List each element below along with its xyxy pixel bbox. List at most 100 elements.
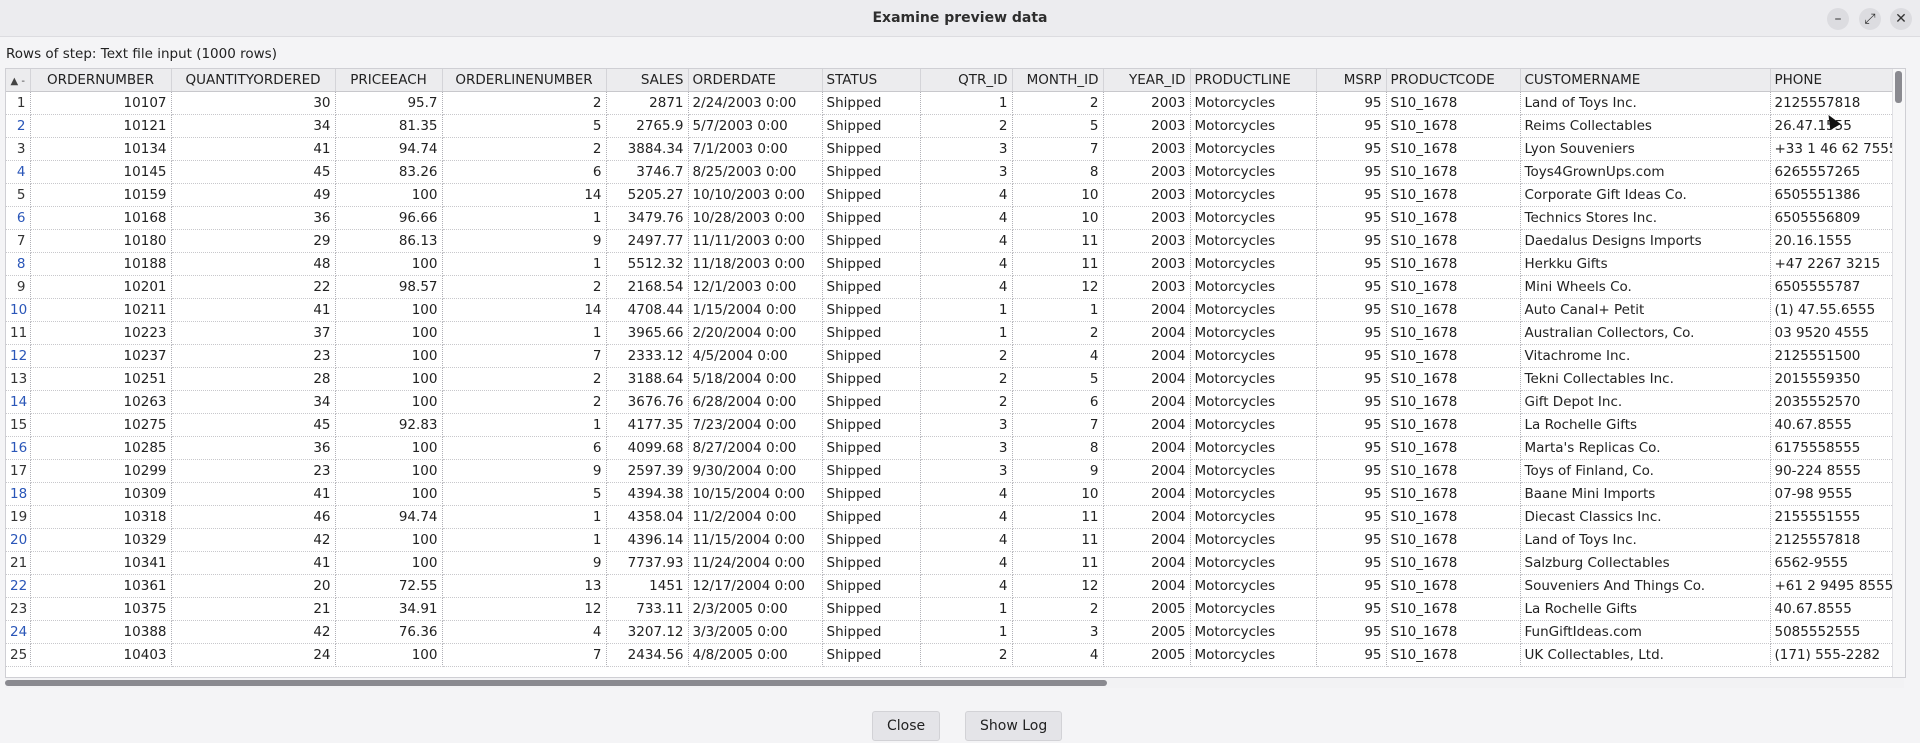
cell-sales[interactable]: 3479.76	[606, 206, 689, 230]
cell-productline[interactable]: Motorcycles	[1190, 344, 1317, 368]
cell-status[interactable]: Shipped	[822, 321, 921, 345]
minimize-icon[interactable]: –	[1827, 8, 1849, 30]
cell-productcode[interactable]: S10_1678	[1386, 114, 1521, 138]
maximize-icon[interactable]: ⤢	[1859, 8, 1881, 30]
cell-productcode[interactable]: S10_1678	[1386, 413, 1521, 437]
cell-quantityordered[interactable]: 41	[171, 551, 336, 575]
cell-customername[interactable]: Land of Toys Inc.	[1520, 91, 1771, 115]
cell-status[interactable]: Shipped	[822, 252, 921, 276]
cell-msrp[interactable]: 95	[1316, 390, 1387, 414]
cell-customername[interactable]: La Rochelle Gifts	[1520, 597, 1771, 621]
cell-orderlinenumber[interactable]: 6	[442, 436, 607, 460]
cell-orderdate[interactable]: 12/1/2003 0:00	[688, 275, 823, 299]
cell-customername[interactable]: Gift Depot Inc.	[1520, 390, 1771, 414]
cell-qtr_id[interactable]: 4	[920, 551, 1013, 575]
cell-msrp[interactable]: 95	[1316, 137, 1387, 161]
cell-qtr_id[interactable]: 4	[920, 574, 1013, 598]
cell-quantityordered[interactable]: 45	[171, 413, 336, 437]
cell-msrp[interactable]: 95	[1316, 183, 1387, 207]
cell-productcode[interactable]: S10_1678	[1386, 206, 1521, 230]
table-row[interactable]: 9 10201 22 98.57 2 2168.54 12/1/2003 0:00 Shipp…	[6, 275, 1905, 299]
cell-month_id[interactable]: 7	[1012, 137, 1104, 161]
cell-status[interactable]: Shipped	[822, 620, 921, 644]
cell-orderdate[interactable]: 12/17/2004 0:00	[688, 574, 823, 598]
row-number[interactable]: 21	[6, 551, 31, 575]
cell-year_id[interactable]: 2004	[1103, 482, 1191, 506]
cell-priceeach[interactable]: 100	[335, 643, 443, 667]
cell-year_id[interactable]: 2003	[1103, 114, 1191, 138]
cell-status[interactable]: Shipped	[822, 574, 921, 598]
cell-quantityordered[interactable]: 36	[171, 206, 336, 230]
cell-productline[interactable]: Motorcycles	[1190, 275, 1317, 299]
cell-quantityordered[interactable]: 41	[171, 298, 336, 322]
column-header-orderdate[interactable]: ORDERDATE	[688, 69, 823, 92]
cell-month_id[interactable]: 10	[1012, 183, 1104, 207]
cell-priceeach[interactable]: 100	[335, 183, 443, 207]
cell-customername[interactable]: FunGiftIdeas.com	[1520, 620, 1771, 644]
table-row[interactable]: 4 10145 45 83.26 6 3746.7 8/25/2003 0:00 Shippe…	[6, 160, 1905, 184]
cell-qtr_id[interactable]: 4	[920, 528, 1013, 552]
cell-year_id[interactable]: 2003	[1103, 91, 1191, 115]
table-row[interactable]: 5 10159 49 100 14 5205.27 10/10/2003 0:00 Shipp…	[6, 183, 1905, 207]
column-header-year_id[interactable]: YEAR_ID	[1103, 69, 1191, 92]
cell-orderdate[interactable]: 5/7/2003 0:00	[688, 114, 823, 138]
cell-customername[interactable]: Vitachrome Inc.	[1520, 344, 1771, 368]
cell-priceeach[interactable]: 86.13	[335, 229, 443, 253]
cell-month_id[interactable]: 3	[1012, 620, 1104, 644]
cell-sales[interactable]: 2168.54	[606, 275, 689, 299]
cell-ordernumber[interactable]: 10403	[30, 643, 172, 667]
cell-orderlinenumber[interactable]: 1	[442, 505, 607, 529]
cell-status[interactable]: Shipped	[822, 459, 921, 483]
cell-status[interactable]: Shipped	[822, 390, 921, 414]
cell-priceeach[interactable]: 100	[335, 390, 443, 414]
cell-qtr_id[interactable]: 2	[920, 114, 1013, 138]
table-row[interactable]: 25 10403 24 100 7 2434.56 4/8/2005 0:00 Shipped…	[6, 643, 1905, 667]
row-number[interactable]: 17	[6, 459, 31, 483]
cell-year_id[interactable]: 2003	[1103, 252, 1191, 276]
row-number[interactable]: 2	[6, 114, 31, 138]
cell-productcode[interactable]: S10_1678	[1386, 344, 1521, 368]
cell-orderlinenumber[interactable]: 7	[442, 344, 607, 368]
cell-phone[interactable]: 26.47.1555	[1770, 114, 1905, 138]
cell-phone[interactable]: 2155551555	[1770, 505, 1905, 529]
cell-productcode[interactable]: S10_1678	[1386, 436, 1521, 460]
cell-status[interactable]: Shipped	[822, 344, 921, 368]
cell-priceeach[interactable]: 34.91	[335, 597, 443, 621]
vertical-scrollbar[interactable]	[1892, 69, 1905, 677]
cell-sales[interactable]: 4708.44	[606, 298, 689, 322]
cell-msrp[interactable]: 95	[1316, 206, 1387, 230]
cell-customername[interactable]: Daedalus Designs Imports	[1520, 229, 1771, 253]
cell-customername[interactable]: Tekni Collectables Inc.	[1520, 367, 1771, 391]
cell-orderlinenumber[interactable]: 13	[442, 574, 607, 598]
cell-qtr_id[interactable]: 2	[920, 390, 1013, 414]
cell-ordernumber[interactable]: 10299	[30, 459, 172, 483]
cell-productline[interactable]: Motorcycles	[1190, 229, 1317, 253]
table-row[interactable]: 24 10388 42 76.36 4 3207.12 3/3/2005 0:00 Shipp…	[6, 620, 1905, 644]
cell-month_id[interactable]: 5	[1012, 367, 1104, 391]
column-header-month_id[interactable]: MONTH_ID	[1012, 69, 1104, 92]
cell-ordernumber[interactable]: 10134	[30, 137, 172, 161]
cell-qtr_id[interactable]: 4	[920, 505, 1013, 529]
cell-productcode[interactable]: S10_1678	[1386, 137, 1521, 161]
cell-productcode[interactable]: S10_1678	[1386, 183, 1521, 207]
column-header-productline[interactable]: PRODUCTLINE	[1190, 69, 1317, 92]
cell-customername[interactable]: Auto Canal+ Petit	[1520, 298, 1771, 322]
cell-orderlinenumber[interactable]: 5	[442, 482, 607, 506]
cell-priceeach[interactable]: 100	[335, 367, 443, 391]
cell-status[interactable]: Shipped	[822, 528, 921, 552]
cell-qtr_id[interactable]: 4	[920, 229, 1013, 253]
cell-orderlinenumber[interactable]: 9	[442, 459, 607, 483]
cell-ordernumber[interactable]: 10223	[30, 321, 172, 345]
cell-orderlinenumber[interactable]: 4	[442, 620, 607, 644]
cell-msrp[interactable]: 95	[1316, 459, 1387, 483]
cell-orderlinenumber[interactable]: 2	[442, 91, 607, 115]
cell-customername[interactable]: La Rochelle Gifts	[1520, 413, 1771, 437]
cell-msrp[interactable]: 95	[1316, 574, 1387, 598]
cell-priceeach[interactable]: 76.36	[335, 620, 443, 644]
cell-year_id[interactable]: 2004	[1103, 344, 1191, 368]
cell-phone[interactable]: 40.67.8555	[1770, 413, 1905, 437]
cell-qtr_id[interactable]: 1	[920, 321, 1013, 345]
cell-priceeach[interactable]: 83.26	[335, 160, 443, 184]
cell-productcode[interactable]: S10_1678	[1386, 160, 1521, 184]
cell-productcode[interactable]: S10_1678	[1386, 620, 1521, 644]
